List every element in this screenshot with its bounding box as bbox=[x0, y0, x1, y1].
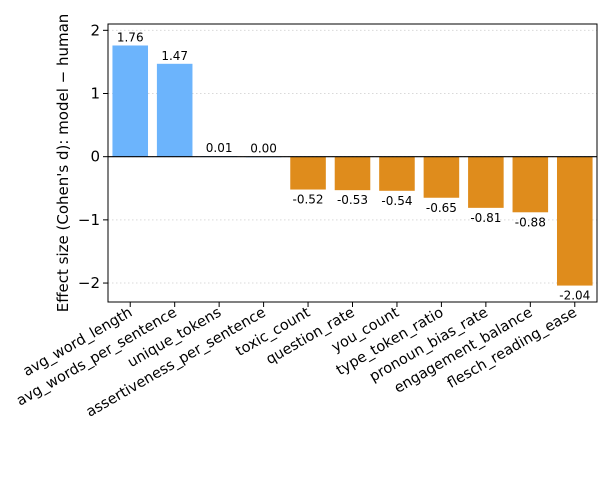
bar-avg-word-length bbox=[112, 45, 149, 157]
bar-pronoun-bias-rate bbox=[468, 156, 504, 208]
data-label: -0.88 bbox=[515, 215, 546, 229]
bar-engagement-balance bbox=[512, 156, 549, 213]
bar-question-rate bbox=[334, 156, 371, 191]
bar-flesch-reading-ease bbox=[556, 156, 593, 286]
data-label: 1.76 bbox=[117, 30, 144, 44]
data-label: -0.81 bbox=[470, 211, 501, 225]
y-tick-label: −1 bbox=[78, 211, 100, 229]
y-tick-label: 0 bbox=[90, 148, 100, 166]
data-label: 0.00 bbox=[250, 142, 277, 156]
y-tick-label: −2 bbox=[78, 274, 100, 292]
y-axis-label: Effect size (Cohen's d): model − human bbox=[54, 14, 72, 313]
data-label: -0.52 bbox=[293, 193, 324, 207]
data-label: -0.54 bbox=[381, 194, 412, 208]
data-label: 1.47 bbox=[161, 49, 188, 63]
data-labels: 1.76 1.47 0.01 0.00 -0.52 -0.53 -0.54 -0.65 -0.8… bbox=[117, 30, 590, 302]
x-axis-ticks: avg_word_lengthavg_words_per_sentenceuni… bbox=[14, 302, 580, 421]
y-tick-label: 1 bbox=[90, 85, 100, 103]
bars bbox=[112, 45, 593, 286]
data-label: -0.65 bbox=[426, 201, 457, 215]
data-label: -0.53 bbox=[337, 193, 368, 207]
bar-you-count bbox=[379, 156, 415, 191]
bar-avg-words-per-sentence bbox=[156, 63, 193, 157]
y-axis-ticks: −2 −1 0 1 2 bbox=[78, 21, 108, 292]
y-tick-label: 2 bbox=[90, 21, 100, 39]
bar-toxic-count bbox=[290, 156, 326, 190]
data-label: -2.04 bbox=[559, 289, 590, 303]
bar-type-token-ratio bbox=[423, 156, 460, 198]
data-label: 0.01 bbox=[206, 141, 233, 155]
